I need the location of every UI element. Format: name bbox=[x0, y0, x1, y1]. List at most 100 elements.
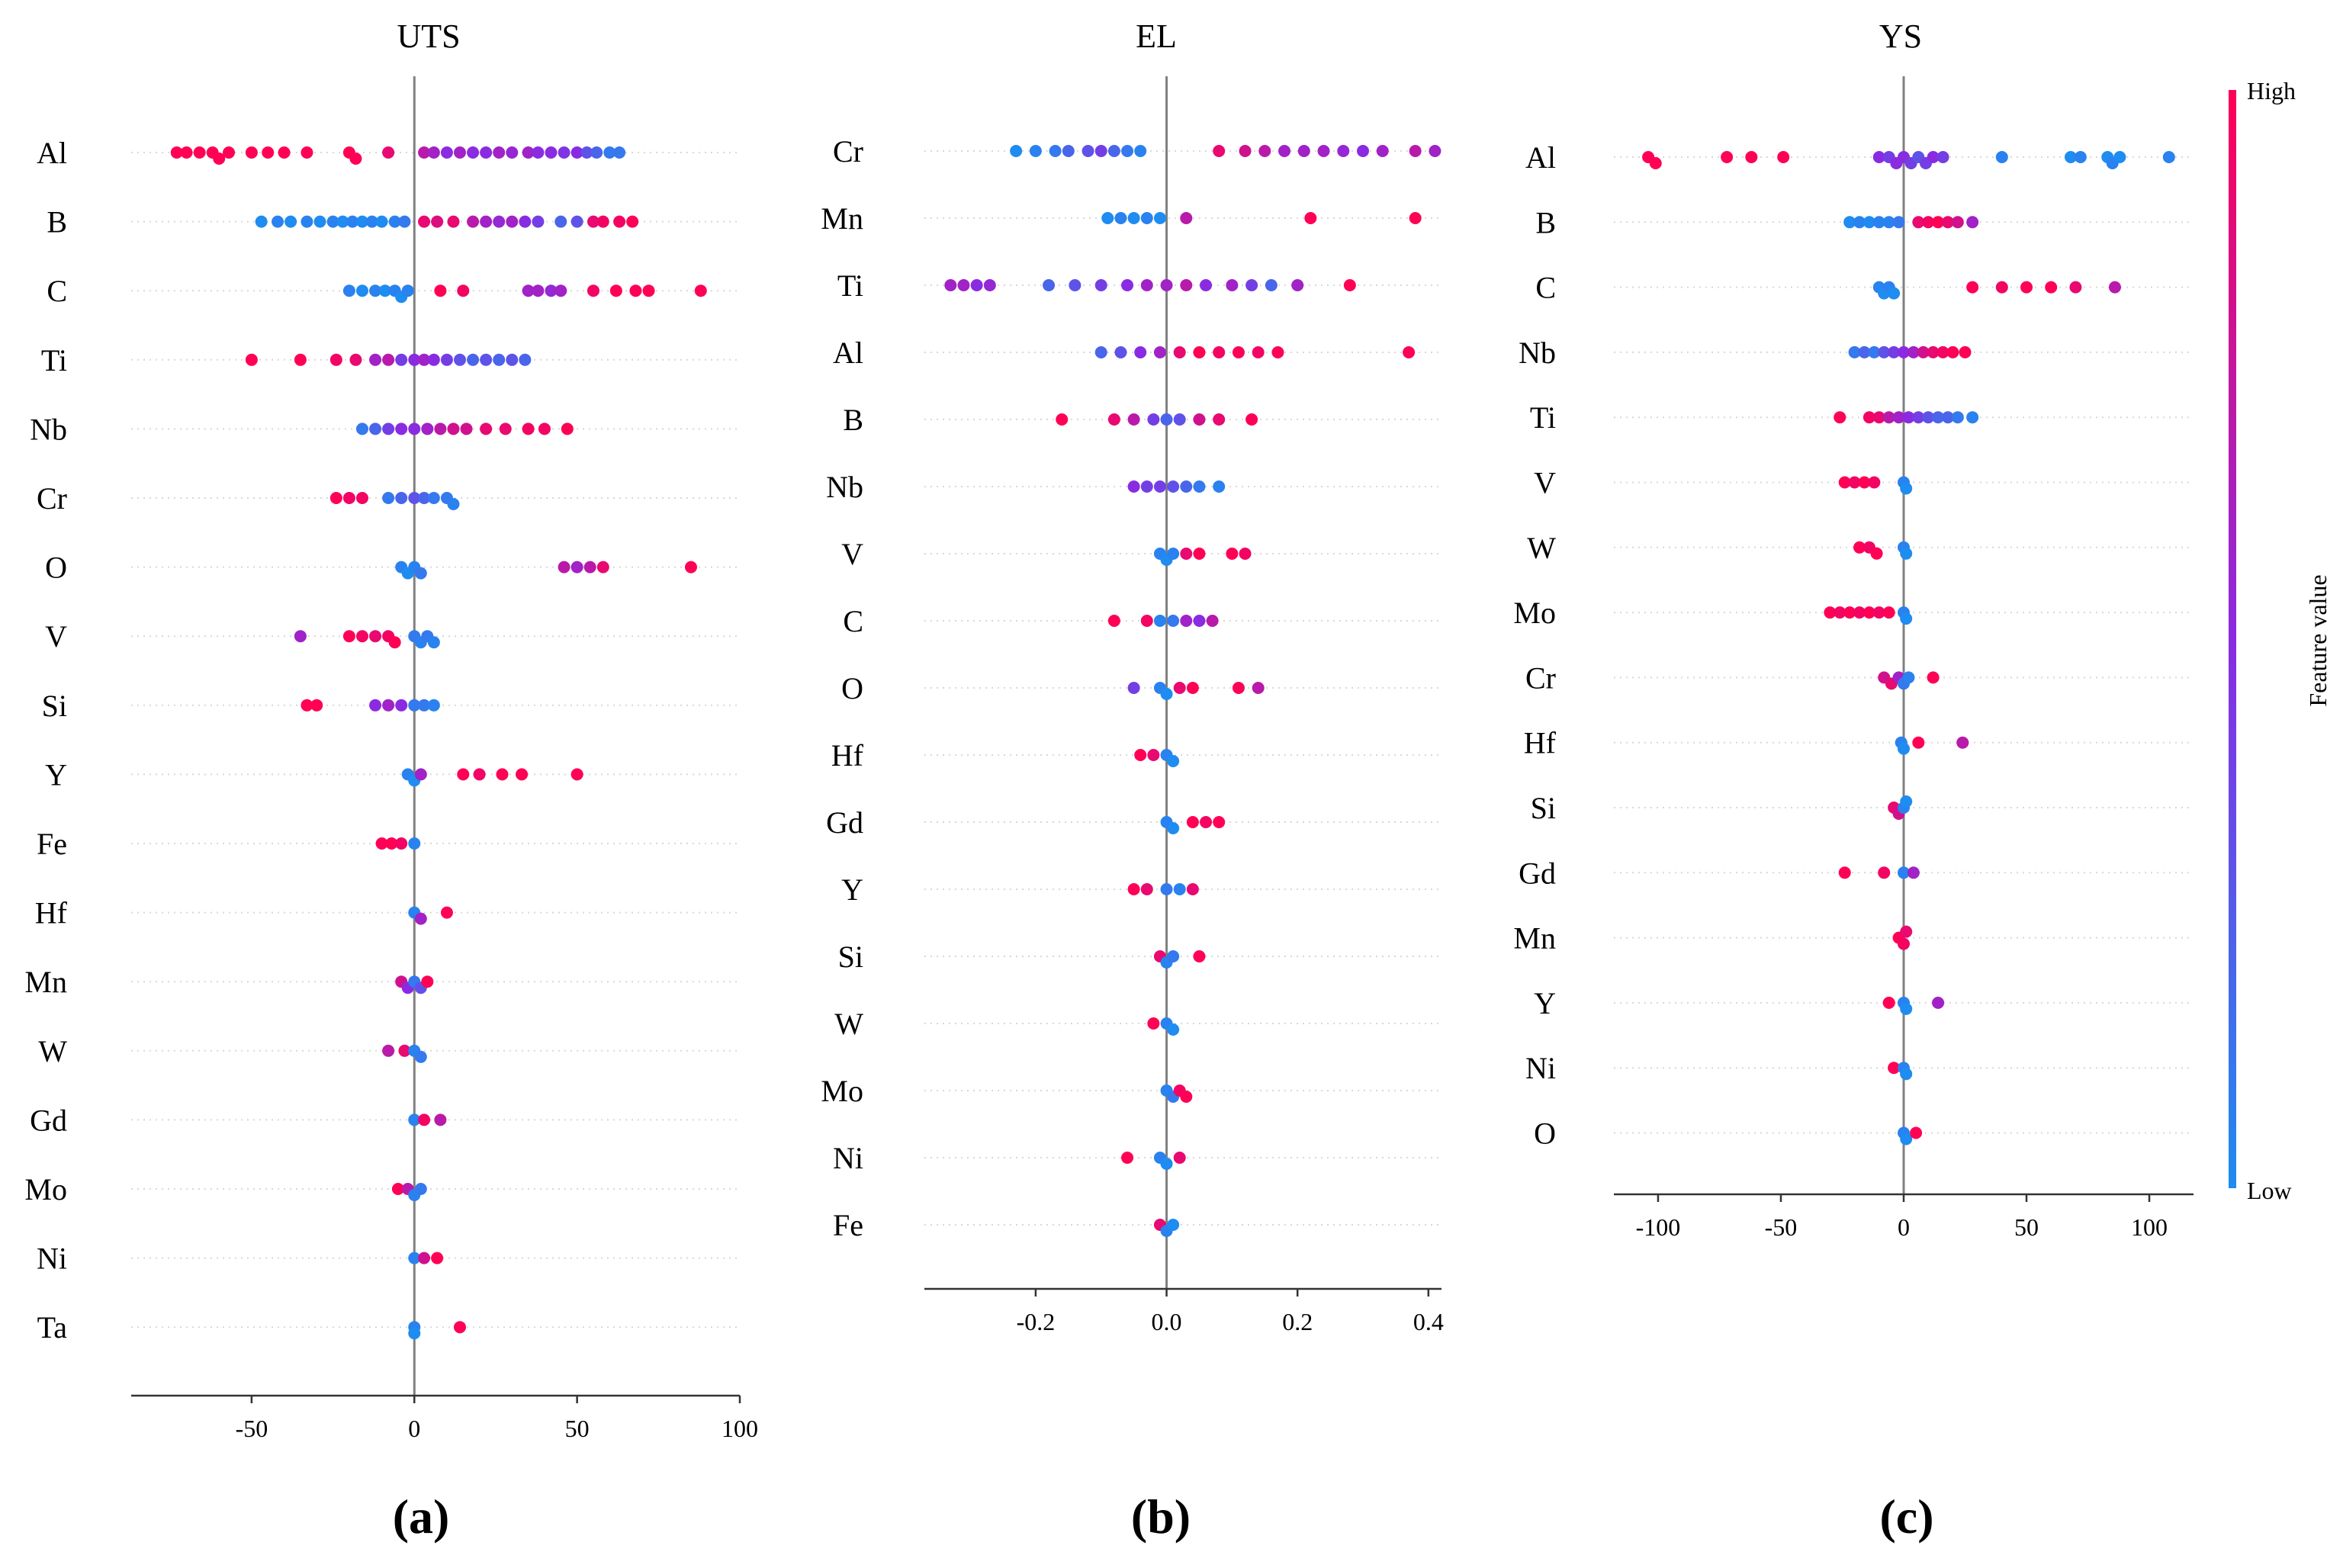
feature-label: C bbox=[47, 274, 67, 308]
shap-point bbox=[1868, 476, 1881, 489]
shap-point bbox=[1376, 145, 1389, 157]
shap-point bbox=[522, 146, 535, 159]
shap-point bbox=[587, 284, 599, 297]
shap-point bbox=[1180, 279, 1193, 291]
feature-label: Si bbox=[838, 940, 863, 974]
shap-point bbox=[1062, 145, 1075, 157]
feature-label: Ti bbox=[1530, 400, 1556, 435]
shap-point bbox=[408, 353, 421, 366]
shap-point bbox=[1153, 212, 1166, 224]
shap-point bbox=[1127, 480, 1140, 493]
shap-point bbox=[1409, 212, 1422, 224]
shap-point bbox=[1029, 145, 1042, 157]
feature-label: Nb bbox=[30, 412, 67, 446]
shap-point bbox=[398, 215, 411, 228]
shap-point bbox=[1252, 346, 1265, 358]
shap-point bbox=[532, 284, 545, 297]
shap-point bbox=[421, 423, 434, 435]
shap-point bbox=[375, 837, 388, 850]
feature-label: Mo bbox=[24, 1172, 67, 1207]
shap-point bbox=[342, 284, 355, 297]
shap-point bbox=[365, 215, 378, 228]
feature-label: Cr bbox=[833, 134, 863, 169]
shap-point bbox=[1878, 866, 1891, 879]
shap-point bbox=[496, 768, 509, 781]
shap-point bbox=[1153, 346, 1166, 358]
shap-point bbox=[349, 153, 362, 165]
shap-point bbox=[418, 1113, 431, 1126]
shap-point bbox=[532, 146, 545, 159]
shap-point bbox=[460, 423, 473, 435]
feature-label: C bbox=[843, 604, 863, 638]
shap-point bbox=[570, 215, 583, 228]
shap-point bbox=[1932, 411, 1945, 424]
shap-point bbox=[1848, 345, 1861, 358]
shap-point bbox=[1010, 145, 1023, 157]
shap-point bbox=[1160, 1158, 1173, 1170]
feature-label: Cr bbox=[1525, 660, 1556, 695]
shap-point bbox=[369, 284, 382, 297]
shap-point bbox=[454, 1321, 467, 1334]
shap-point bbox=[1180, 212, 1193, 224]
shap-point bbox=[395, 353, 408, 366]
shap-point bbox=[1927, 151, 1940, 163]
feature-label: Y bbox=[841, 872, 863, 907]
shap-point bbox=[570, 146, 583, 159]
shap-point bbox=[1094, 145, 1107, 157]
shap-point bbox=[613, 215, 626, 228]
shap-point bbox=[355, 215, 368, 228]
shap-point bbox=[1213, 346, 1226, 358]
shap-point bbox=[1902, 671, 1915, 684]
colorbar: High Low Feature value bbox=[2229, 77, 2332, 1204]
shap-point bbox=[626, 215, 639, 228]
shap-point bbox=[262, 146, 275, 159]
shap-point bbox=[457, 284, 470, 297]
x-tick-label: 100 bbox=[2131, 1213, 2168, 1241]
shap-point bbox=[1892, 216, 1905, 229]
x-tick-label: -100 bbox=[1636, 1213, 1681, 1241]
shap-point bbox=[596, 215, 609, 228]
shap-point bbox=[1140, 615, 1153, 627]
shap-point bbox=[1193, 548, 1206, 560]
shap-point bbox=[326, 215, 339, 228]
shap-point bbox=[1863, 216, 1875, 229]
shap-point bbox=[480, 423, 493, 435]
shap-point bbox=[493, 146, 506, 159]
panel-label: (b) bbox=[1131, 1489, 1191, 1544]
shap-point bbox=[609, 284, 622, 297]
shap-point bbox=[418, 353, 431, 366]
shap-point bbox=[1186, 682, 1199, 694]
feature-label: W bbox=[1527, 531, 1556, 565]
shap-point bbox=[1912, 736, 1925, 749]
shap-point bbox=[454, 353, 467, 366]
shap-point bbox=[1114, 212, 1127, 224]
shap-point bbox=[1160, 413, 1173, 426]
shap-point bbox=[1834, 411, 1846, 424]
shap-point bbox=[1121, 145, 1134, 157]
shap-point bbox=[1134, 145, 1147, 157]
shap-point bbox=[431, 1252, 444, 1264]
shap-point bbox=[369, 699, 382, 712]
shap-point bbox=[1173, 346, 1186, 358]
colorbar-low-label: Low bbox=[2247, 1177, 2292, 1204]
feature-label: O bbox=[45, 551, 67, 585]
shap-point bbox=[1114, 346, 1127, 358]
colorbar-title: Feature value bbox=[2304, 574, 2332, 706]
shap-point bbox=[554, 284, 567, 297]
shap-point bbox=[1941, 411, 1954, 424]
shap-point bbox=[1848, 476, 1861, 489]
shap-point bbox=[2162, 151, 2175, 163]
feature-label: Si bbox=[1531, 791, 1556, 825]
shap-point bbox=[1147, 413, 1160, 426]
shap-point bbox=[1902, 411, 1915, 424]
shap-point bbox=[1167, 1023, 1180, 1036]
shap-point bbox=[1049, 145, 1062, 157]
shap-point bbox=[1995, 281, 2008, 294]
shap-point bbox=[1173, 1152, 1186, 1164]
feature-label: O bbox=[1534, 1117, 1556, 1151]
feature-label: Al bbox=[37, 136, 67, 170]
feature-label: B bbox=[47, 205, 67, 239]
shap-point bbox=[1107, 615, 1120, 627]
shap-point bbox=[408, 1252, 421, 1264]
shap-point bbox=[1863, 606, 1875, 619]
